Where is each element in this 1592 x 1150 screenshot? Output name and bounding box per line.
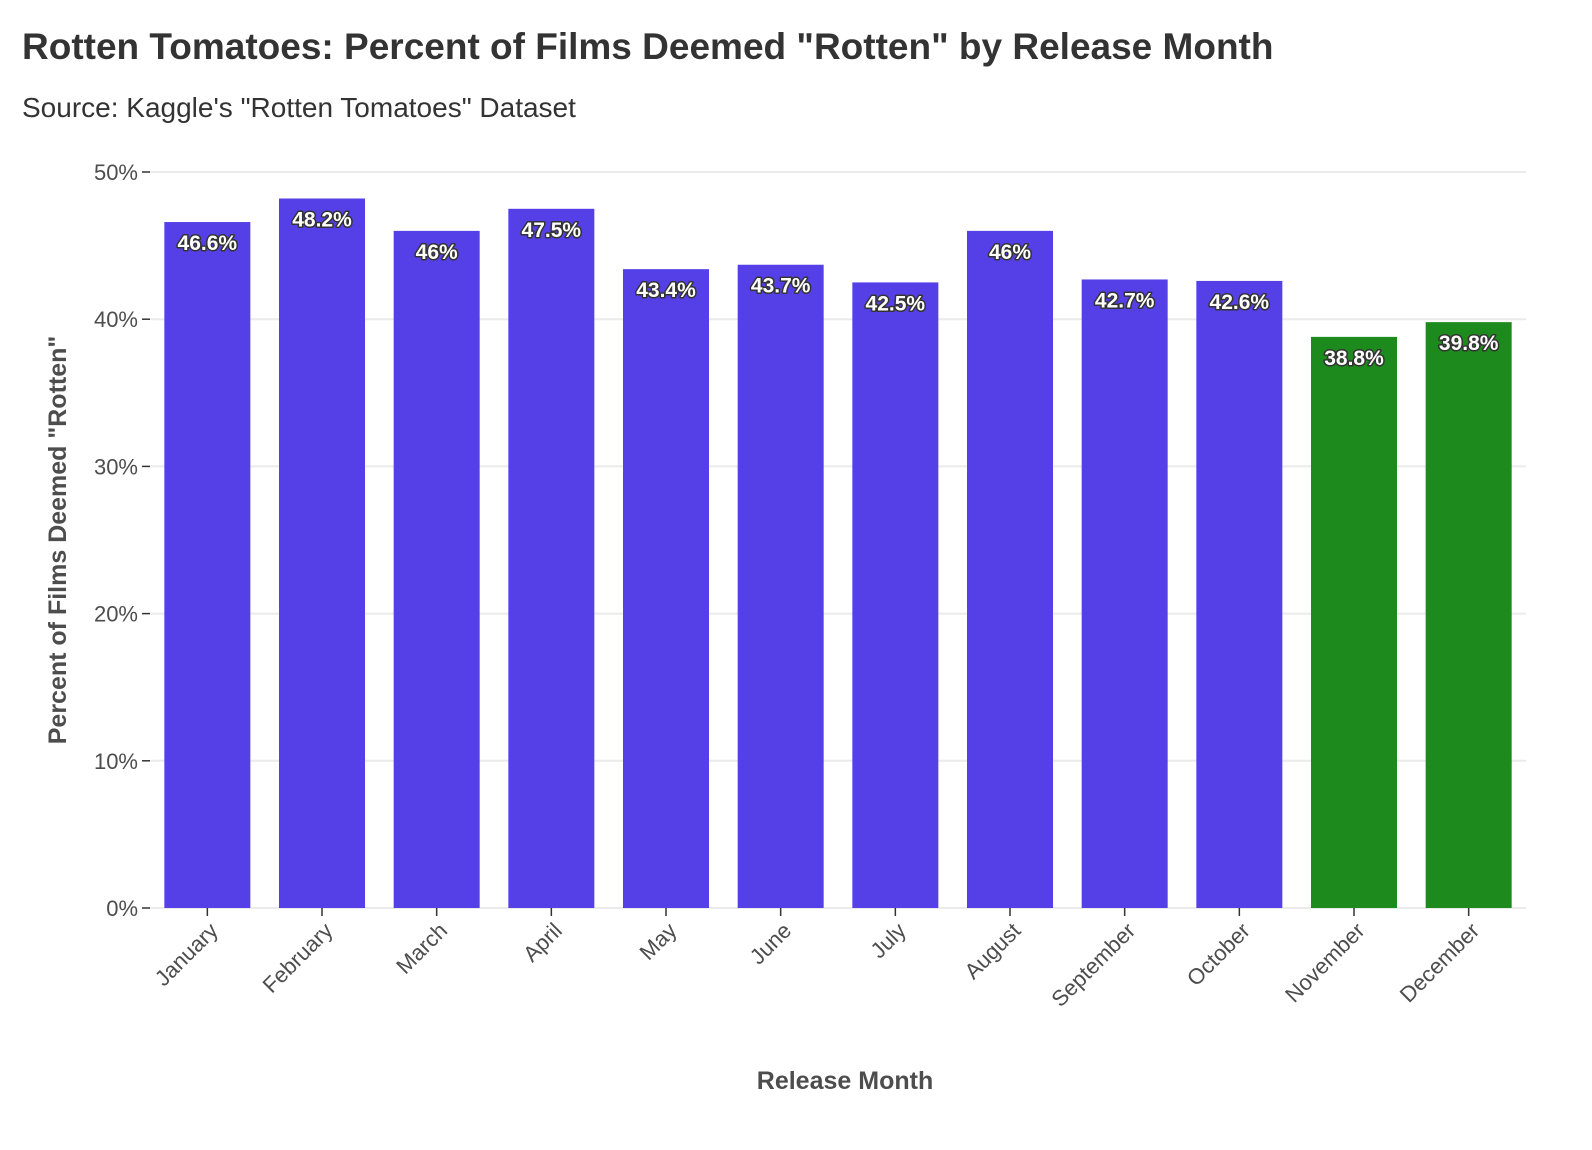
x-tick-label: June (745, 918, 796, 969)
bar (623, 269, 709, 909)
y-tick-label: 0% (106, 896, 138, 921)
data-label: 46% (989, 241, 1031, 264)
y-tick-label: 50% (94, 160, 138, 185)
x-tick-label: August (959, 918, 1025, 984)
x-tick-label: December (1395, 918, 1484, 1007)
bar (164, 222, 251, 909)
y-tick-label: 10% (94, 749, 138, 774)
x-tick-label: November (1280, 918, 1369, 1007)
data-label: 46.6% (178, 232, 238, 255)
x-tick-label: February (258, 918, 338, 998)
gridlines (150, 171, 1526, 909)
data-label: 42.7% (1095, 289, 1155, 312)
x-tick-label: January (150, 918, 223, 991)
y-tick-label: 30% (94, 454, 138, 479)
data-label: 42.5% (866, 292, 926, 315)
x-axis-title: Release Month (757, 1067, 933, 1095)
x-tick-label: September (1046, 918, 1140, 1012)
bar (1311, 336, 1397, 908)
data-label: 42.6% (1210, 291, 1270, 314)
bar (1196, 280, 1283, 909)
chart-subtitle: Source: Kaggle's "Rotten Tomatoes" Datas… (22, 92, 576, 123)
y-tick-label: 20% (94, 602, 138, 627)
data-label: 47.5% (522, 219, 582, 242)
data-label: 46% (416, 241, 458, 264)
bar (967, 230, 1053, 908)
y-tick-label: 40% (94, 307, 138, 332)
data-label: 38.8% (1324, 347, 1384, 370)
bar (1425, 322, 1512, 908)
x-tick-label: July (866, 918, 911, 963)
x-tick-label: May (634, 918, 681, 965)
bar (279, 198, 365, 909)
x-tick-label: April (518, 918, 567, 967)
bar (737, 264, 824, 909)
bar (393, 230, 480, 908)
y-axis: 0% 10% 20% 30% 40% 50% (94, 160, 150, 921)
chart-title: Rotten Tomatoes: Percent of Films Deemed… (22, 26, 1274, 67)
x-tick-label: October (1182, 918, 1255, 991)
data-label: 43.4% (636, 279, 696, 302)
bar (508, 208, 595, 909)
x-tick-label: March (391, 918, 452, 979)
data-label: 43.7% (751, 275, 811, 298)
x-axis: January February March April May June July Augu… (150, 908, 1484, 1012)
y-axis-title: Percent of Films Deemed "Rotten" (44, 336, 72, 745)
data-label: 39.8% (1439, 332, 1499, 355)
data-label: 48.2% (292, 208, 352, 231)
bars: 46.6% 48.2% 46% 47.5% 43.4% 43.7% 42.5% 46% 42.7… (164, 198, 1512, 909)
bar (852, 282, 939, 908)
bar (1081, 279, 1168, 908)
